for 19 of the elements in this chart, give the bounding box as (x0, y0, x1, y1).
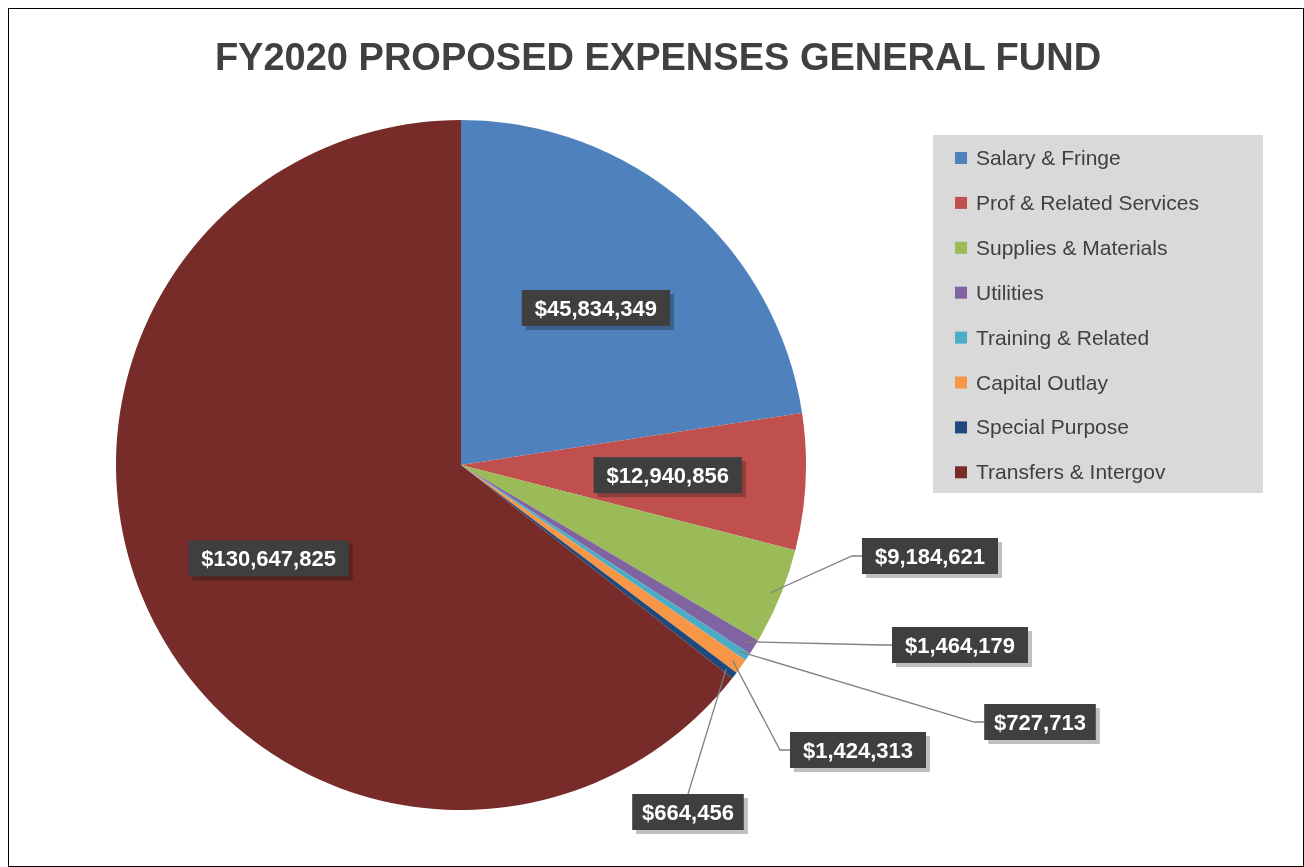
legend-label: Prof & Related Services (976, 190, 1199, 214)
legend-label: Supplies & Materials (976, 235, 1168, 259)
legend-label: Transfers & Intergov (976, 460, 1166, 484)
data-label: $9,184,621 (874, 544, 986, 569)
legend-label: Special Purpose (976, 415, 1129, 439)
data-label: $45,834,349 (534, 295, 658, 321)
legend-label: Salary & Fringe (976, 146, 1121, 169)
data-label: $12,940,856 (606, 463, 729, 489)
legend-label: Capital Outlay (976, 370, 1109, 394)
legend-label: Training & Related (976, 325, 1150, 349)
pie-slice (461, 120, 803, 465)
pie-slice (461, 465, 796, 641)
legend-label: Utilities (976, 280, 1044, 304)
data-label: $1,464,179 (904, 633, 1016, 658)
chart-title: FY2020 PROPOSED EXPENSES GENERAL FUND (214, 36, 1102, 78)
data-label: $1,424,313 (802, 738, 914, 763)
data-label: $664,456 (642, 800, 734, 825)
data-label: $130,647,825 (201, 546, 336, 572)
data-label: $727,713 (994, 710, 1086, 735)
